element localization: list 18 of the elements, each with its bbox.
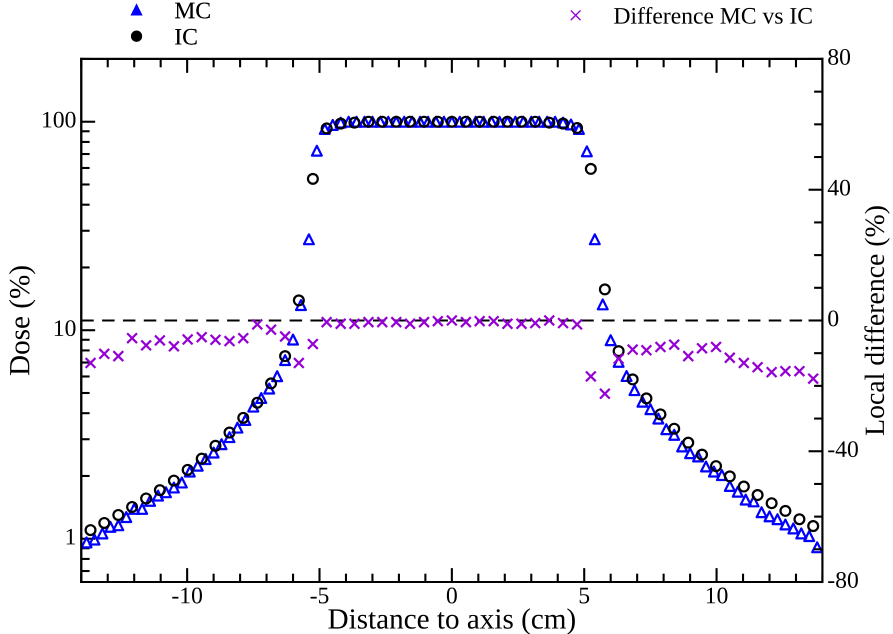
x-tick-label: -5 xyxy=(310,588,328,604)
y2-tick-label: 0 xyxy=(828,310,838,326)
legend-label: IC xyxy=(175,28,197,45)
y-axis-title: Dose (%) xyxy=(8,266,36,376)
y-tick-label: 100 xyxy=(43,112,76,128)
x-tick-label: 0 xyxy=(446,588,457,604)
y-tick-label: 1 xyxy=(66,528,75,544)
y2-tick-label: 80 xyxy=(828,48,850,65)
y-tick-label: 10 xyxy=(54,320,76,336)
y2-tick-label: 40 xyxy=(828,180,850,196)
x-tick-label: 5 xyxy=(580,588,590,604)
y2-tick-label: -40 xyxy=(828,441,858,458)
x-tick-label: 10 xyxy=(706,588,728,604)
y2-tick-label: -80 xyxy=(828,572,858,588)
x-tick-label: -10 xyxy=(172,588,202,604)
legend-label: MC xyxy=(175,2,210,18)
y2-axis-title: Local difference (%) xyxy=(864,206,890,436)
legend-label: Difference MC vs IC xyxy=(614,6,812,24)
